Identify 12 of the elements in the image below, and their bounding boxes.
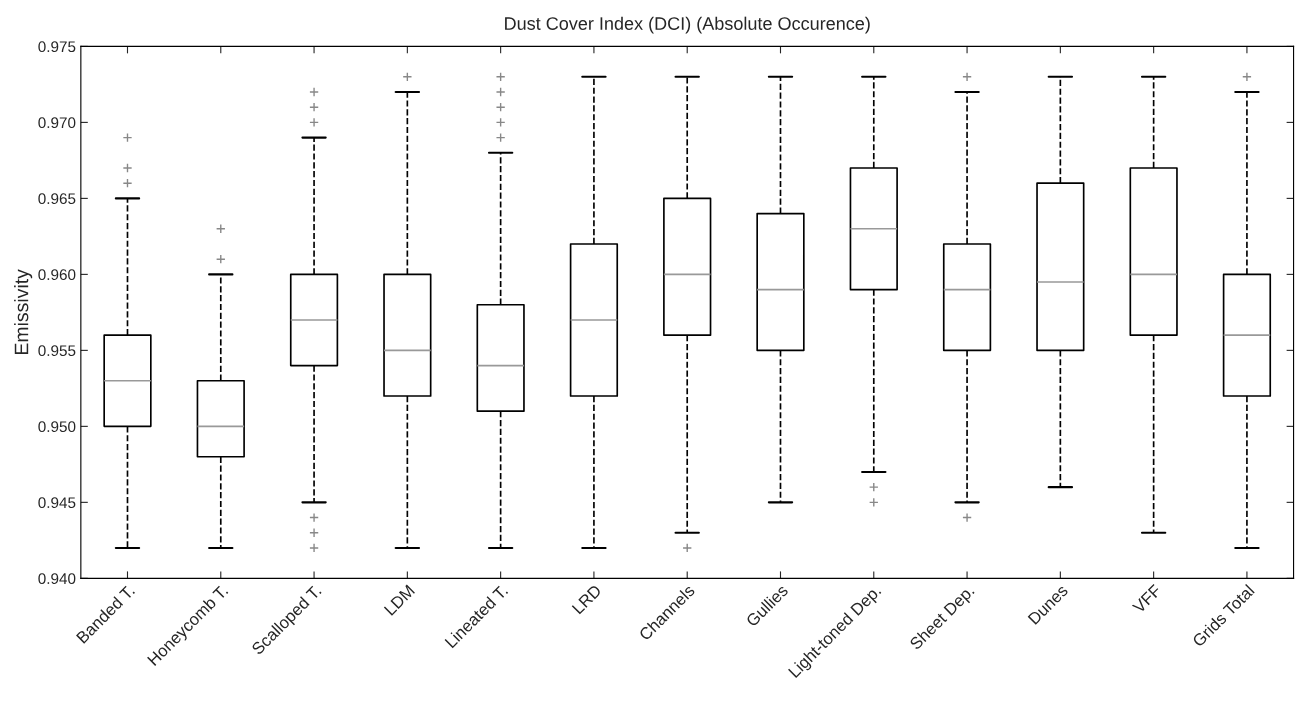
x-tick-label: VFF xyxy=(1131,584,1162,614)
y-tick-label: 0.970 xyxy=(38,117,76,129)
y-tick-label: 0.955 xyxy=(38,345,76,357)
y-tick-label: 0.945 xyxy=(38,497,76,509)
y-tick-label: 0.950 xyxy=(38,421,76,433)
y-tick-label: 0.965 xyxy=(38,193,76,205)
y-tick-label: 0.975 xyxy=(38,41,76,53)
chart-title: Dust Cover Index (DCI) (Absolute Occurence) xyxy=(505,16,870,34)
y-tick-label: 0.940 xyxy=(38,573,76,585)
x-tick-label: LRD xyxy=(571,584,602,615)
y-tick-label: 0.960 xyxy=(38,269,76,281)
y-axis-title: Emissivity xyxy=(14,269,33,354)
